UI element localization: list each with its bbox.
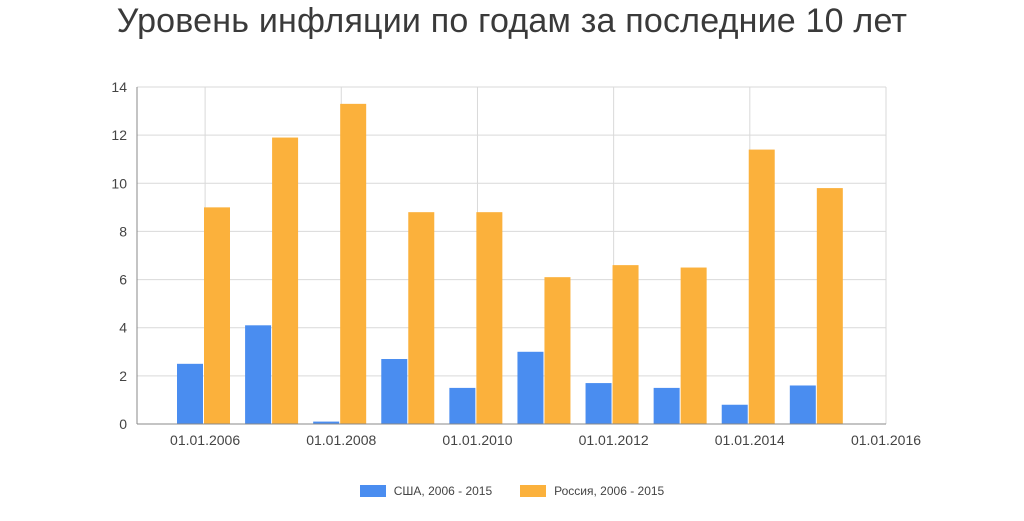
x-tick-label: 01.01.2008 — [306, 432, 376, 448]
x-tick-label: 01.01.2010 — [442, 432, 512, 448]
y-tick-label: 14 — [111, 79, 127, 95]
bar-usa — [721, 404, 748, 424]
chart-title: Уровень инфляции по годам за последние 1… — [116, 2, 908, 40]
y-tick-label: 6 — [119, 272, 127, 288]
legend-swatch-russia — [520, 485, 547, 497]
axes — [136, 87, 886, 425]
bar-russia — [816, 188, 843, 424]
legend: США, 2006 - 2015 Россия, 2006 - 2015 — [0, 484, 1024, 498]
bar-usa — [449, 387, 476, 424]
legend-item-russia: Россия, 2006 - 2015 — [520, 484, 664, 498]
y-tick-label: 10 — [111, 175, 127, 191]
legend-label-usa: США, 2006 - 2015 — [393, 484, 493, 498]
bar-russia — [408, 212, 435, 424]
bar-usa — [653, 387, 680, 424]
bar-russia — [612, 265, 639, 424]
bar-russia — [680, 267, 707, 424]
legend-label-russia: Россия, 2006 - 2015 — [554, 484, 665, 498]
legend-swatch-usa — [359, 485, 386, 497]
x-tick-labels: 01.01.2006 01.01.2008 01.01.2010 01.01.2012… — [170, 432, 921, 448]
bar-usa — [585, 383, 612, 424]
legend-item-usa: США, 2006 - 2015 — [359, 484, 493, 498]
bar-usa — [177, 363, 203, 424]
bar-russia — [544, 277, 571, 424]
y-tick-label: 0 — [119, 416, 127, 432]
x-tick-label: 01.01.2006 — [170, 432, 240, 448]
bars — [177, 103, 843, 425]
bar-russia — [340, 103, 367, 424]
bar-russia — [748, 149, 775, 425]
x-tick-label: 01.01.2014 — [715, 432, 785, 448]
x-tick-label: 01.01.2012 — [579, 432, 649, 448]
bar-russia — [272, 137, 299, 425]
y-tick-labels: 0 2 4 6 8 10 12 14 — [111, 79, 127, 432]
bar-usa — [517, 351, 544, 424]
x-tick-label: 01.01.2016 — [851, 432, 921, 448]
y-tick-label: 12 — [111, 127, 127, 143]
bar-russia — [204, 207, 230, 424]
y-tick-label: 8 — [119, 223, 127, 239]
y-tick-label: 2 — [119, 368, 127, 384]
bar-usa — [313, 421, 340, 424]
bar-usa — [789, 385, 816, 424]
y-tick-label: 4 — [119, 320, 127, 336]
bar-usa — [245, 325, 272, 424]
bar-russia — [476, 212, 503, 424]
bar-usa — [381, 359, 408, 424]
